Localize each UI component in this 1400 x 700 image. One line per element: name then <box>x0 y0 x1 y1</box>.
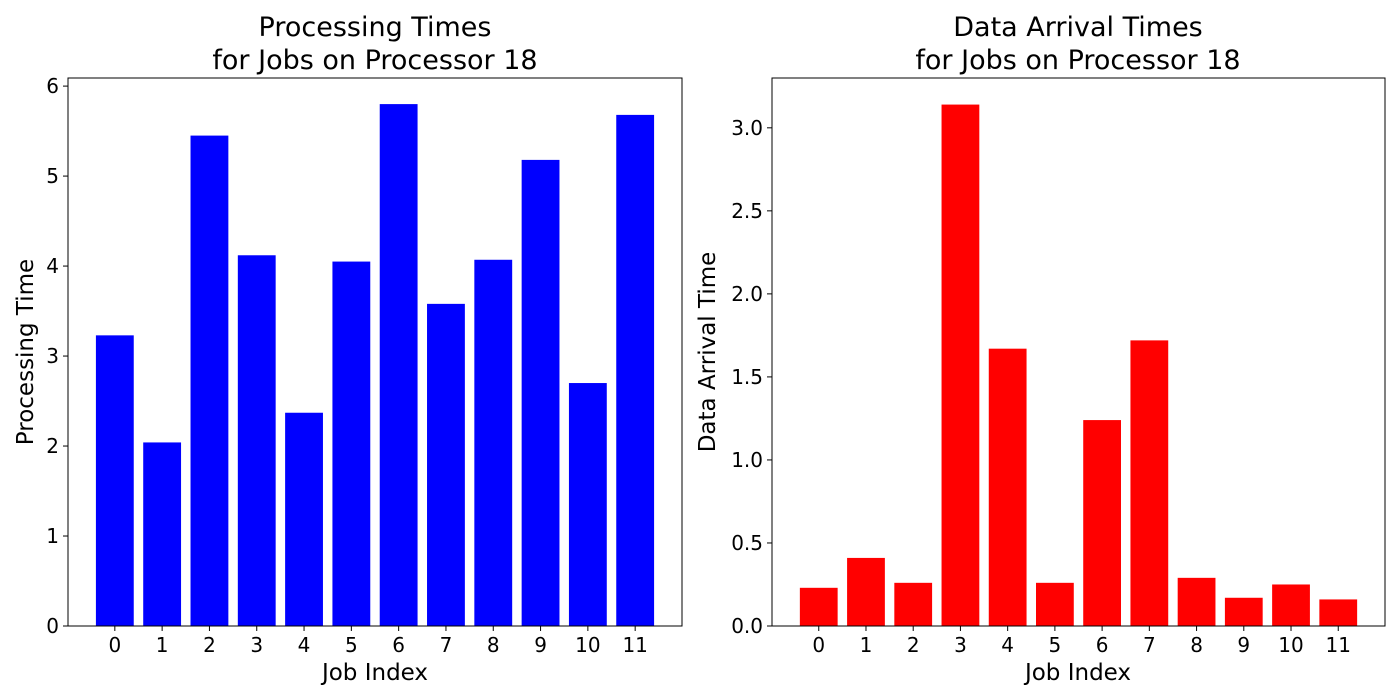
x-tick-label: 11 <box>1326 633 1351 657</box>
x-tick-label: 10 <box>1278 633 1303 657</box>
bar-job-0 <box>799 587 838 626</box>
y-ticks-group: 0 1 2 3 4 5 6 <box>46 74 68 638</box>
bar-job-2 <box>894 582 933 626</box>
y-tick-label: 0.5 <box>731 531 763 555</box>
x-tick-label: 1 <box>860 633 873 657</box>
x-tick-label: 7 <box>440 633 453 657</box>
y-tick-label: 1.5 <box>731 365 763 389</box>
y-ticks-group: 0.0 0.5 1.0 1.5 2.0 2.5 3.0 <box>731 116 772 638</box>
bar-job-1 <box>143 442 182 626</box>
bar-job-11 <box>616 114 655 626</box>
data-arrival-times-chart: Data Arrival Times for Jobs on Processor… <box>695 12 1386 686</box>
y-tick-label: 1 <box>46 524 59 548</box>
bar-job-8 <box>474 259 513 626</box>
x-tick-label: 4 <box>298 633 311 657</box>
bar-job-10 <box>568 383 607 626</box>
x-tick-label: 0 <box>812 633 825 657</box>
y-tick-label: 1.0 <box>731 448 763 472</box>
bar-job-4 <box>988 348 1027 626</box>
x-tick-label: 4 <box>1001 633 1014 657</box>
x-tick-label: 2 <box>907 633 920 657</box>
x-tick-label: 1 <box>156 633 169 657</box>
y-tick-label: 2.5 <box>731 199 763 223</box>
x-tick-label: 5 <box>345 633 358 657</box>
chart-title-line-2: for Jobs on Processor 18 <box>915 45 1240 76</box>
y-tick-label: 6 <box>46 74 59 98</box>
y-tick-label: 0.0 <box>731 614 763 638</box>
bar-job-6 <box>1083 420 1121 626</box>
x-tick-label: 5 <box>1049 633 1062 657</box>
y-axis-label: Processing Time <box>13 259 39 445</box>
x-axis-label: Job Index <box>1023 660 1131 686</box>
x-tick-label: 10 <box>575 633 600 657</box>
chart-title-line-1: Processing Times <box>259 12 492 43</box>
bar-job-7 <box>1130 340 1169 626</box>
chart-title-line-2: for Jobs on Processor 18 <box>212 45 537 76</box>
bar-job-5 <box>332 261 371 626</box>
plot-frame <box>67 77 683 627</box>
y-tick-label: 2.0 <box>731 282 763 306</box>
x-tick-label: 6 <box>392 633 405 657</box>
processing-times-chart: Processing Times for Jobs on Processor 1… <box>13 12 683 686</box>
x-ticks-group: 0 1 2 3 4 5 6 7 8 9 10 11 <box>108 626 648 657</box>
x-tick-label: 8 <box>1190 633 1203 657</box>
x-ticks-group: 0 1 2 3 4 5 6 7 8 9 10 11 <box>812 626 1351 657</box>
y-tick-label: 3 <box>46 344 59 368</box>
x-tick-label: 11 <box>622 633 647 657</box>
x-tick-label: 3 <box>250 633 263 657</box>
bars-group <box>95 104 655 627</box>
bar-job-8 <box>1177 577 1216 626</box>
x-tick-label: 0 <box>108 633 121 657</box>
plot-frame <box>771 77 1386 627</box>
x-tick-label: 3 <box>954 633 967 657</box>
bar-job-6 <box>379 104 418 627</box>
x-tick-label: 8 <box>487 633 500 657</box>
x-tick-label: 7 <box>1143 633 1156 657</box>
x-tick-label: 6 <box>1096 633 1109 657</box>
bar-job-5 <box>1036 582 1074 626</box>
chart-title-line-1: Data Arrival Times <box>953 12 1203 43</box>
bar-job-1 <box>847 557 885 626</box>
x-tick-label: 9 <box>534 633 547 657</box>
x-tick-label: 2 <box>203 633 216 657</box>
bar-job-10 <box>1272 584 1310 626</box>
bar-job-0 <box>95 335 134 626</box>
bar-job-3 <box>941 104 980 626</box>
bar-job-7 <box>427 303 465 626</box>
bar-job-9 <box>1224 597 1263 626</box>
x-tick-label: 9 <box>1237 633 1250 657</box>
bars-group <box>799 104 1358 626</box>
y-tick-label: 3.0 <box>731 116 763 140</box>
y-tick-label: 2 <box>46 434 59 458</box>
bar-job-2 <box>190 135 229 626</box>
y-tick-label: 5 <box>46 164 59 188</box>
x-axis-label: Job Index <box>320 660 428 686</box>
bar-job-4 <box>285 412 323 626</box>
y-tick-label: 4 <box>46 254 59 278</box>
bar-job-3 <box>237 255 276 626</box>
bar-job-11 <box>1319 599 1358 626</box>
y-tick-label: 0 <box>46 614 59 638</box>
y-axis-label: Data Arrival Time <box>695 252 721 453</box>
bar-job-9 <box>521 159 560 626</box>
